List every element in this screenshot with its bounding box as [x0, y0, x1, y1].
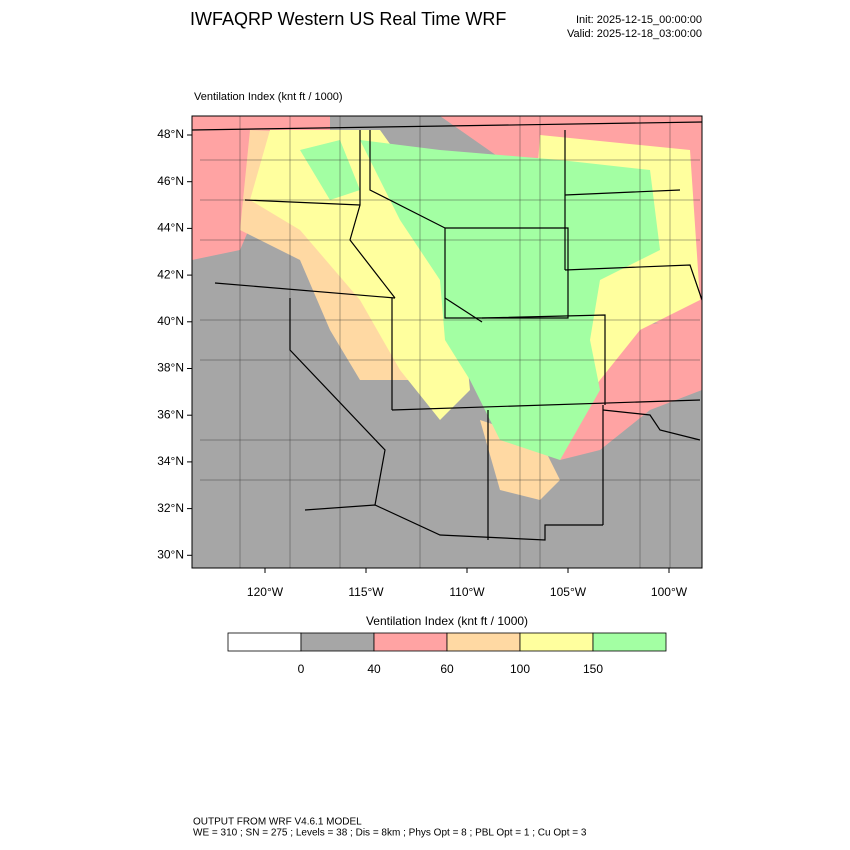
map-title: Ventilation Index (knt ft / 1000) [194, 91, 343, 103]
footer-line: WE = 310 ; SN = 275 ; Levels = 38 ; Dis … [193, 828, 587, 839]
lat-label: 40°N [157, 314, 184, 328]
lat-label: 30°N [157, 547, 184, 561]
shade-green [300, 140, 360, 200]
colorbar-label: 0 [298, 662, 305, 676]
valid-time: Valid: 2025-12-18_03:00:00 [567, 28, 702, 40]
shade-green [360, 140, 660, 460]
footer-line: OUTPUT FROM WRF V4.6.1 MODEL [193, 817, 362, 828]
lat-label: 44°N [157, 221, 184, 235]
colorbar-label: 150 [583, 662, 603, 676]
lat-label: 42°N [157, 267, 184, 281]
lon-labels: 120°W 115°W 110°W 105°W 100°W [247, 568, 688, 599]
lat-labels: 48°N 46°N 44°N 42°N 40°N 38°N 36°N 34°N 32°N 30°N [157, 127, 192, 561]
lon-label: 110°W [449, 585, 485, 599]
state-lines [192, 121, 702, 541]
lat-label: 32°N [157, 501, 184, 515]
map-frame [191, 115, 703, 569]
colorbar: 0 40 60 100 150 [227, 632, 667, 676]
colorbar-swatch [446, 632, 521, 652]
lat-label: 38°N [157, 361, 184, 375]
colorbar-label: 100 [510, 662, 530, 676]
lon-label: 100°W [651, 585, 688, 599]
lat-label: 46°N [157, 174, 184, 188]
colorbar-title: Ventilation Index (knt ft / 1000) [366, 614, 528, 628]
title: IWFAQRP Western US Real Time WRF [190, 9, 506, 29]
colorbar-swatch [519, 632, 594, 652]
colorbar-swatch [300, 632, 375, 652]
colorbar-swatch [592, 632, 667, 652]
lon-label: 115°W [348, 585, 384, 599]
colorbar-label: 40 [367, 662, 381, 676]
init-time: Init: 2025-12-15_00:00:00 [576, 14, 702, 26]
lat-label: 34°N [157, 454, 184, 468]
lat-label: 36°N [157, 407, 184, 421]
lon-label: 105°W [550, 585, 587, 599]
colorbar-swatch [227, 632, 302, 652]
lon-label: 120°W [247, 585, 284, 599]
map [192, 116, 702, 568]
colorbar-label: 60 [440, 662, 454, 676]
colorbar-swatch [373, 632, 448, 652]
lat-label: 48°N [157, 127, 184, 141]
